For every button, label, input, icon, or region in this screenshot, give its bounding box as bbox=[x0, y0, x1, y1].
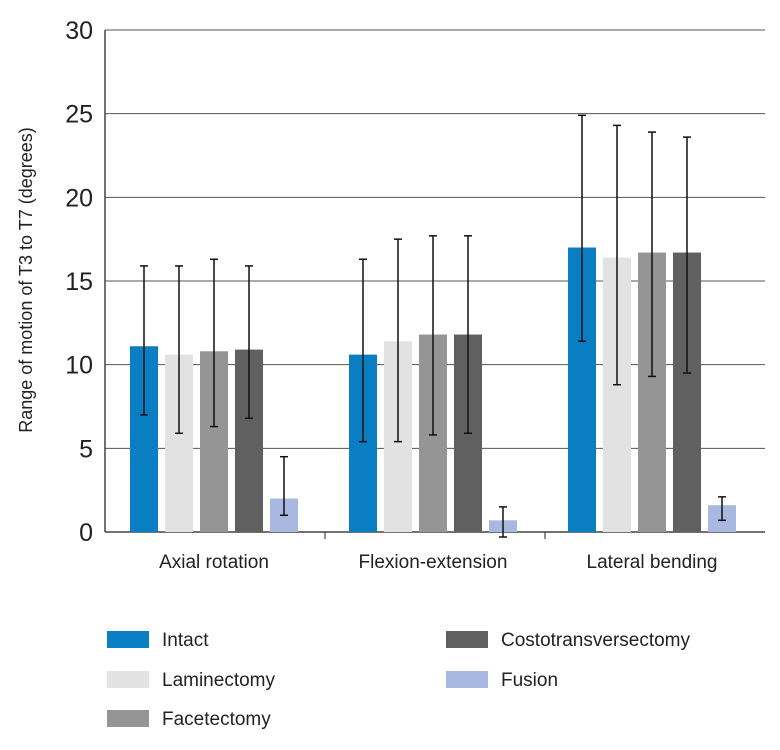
y-tick-label: 25 bbox=[65, 101, 93, 129]
legend-label: Facetectomy bbox=[162, 709, 271, 730]
legend-swatch bbox=[446, 671, 488, 688]
legend-label: Intact bbox=[162, 630, 209, 651]
legend-item-intact: Intact bbox=[107, 630, 209, 651]
error-bars bbox=[140, 114, 726, 538]
category-labels: Axial rotation Flexion-extension Lateral b… bbox=[159, 552, 717, 573]
legend-label: Costotransversectomy bbox=[501, 630, 691, 651]
y-tick-label: 15 bbox=[65, 268, 93, 296]
legend-label: Laminectomy bbox=[162, 670, 275, 691]
legend-swatch bbox=[107, 710, 149, 727]
legend: Intact Laminectomy Facetectomy Costotransve… bbox=[107, 630, 691, 730]
y-tick-label: 5 bbox=[79, 435, 93, 463]
legend-swatch bbox=[446, 631, 488, 648]
category-label: Axial rotation bbox=[159, 552, 269, 573]
y-tick-label: 10 bbox=[65, 352, 93, 380]
legend-item-costotransversectomy: Costotransversectomy bbox=[446, 630, 691, 651]
y-tick-label: 30 bbox=[65, 17, 93, 45]
legend-label: Fusion bbox=[501, 670, 558, 691]
legend-swatch bbox=[107, 631, 149, 648]
category-label: Lateral bending bbox=[587, 552, 718, 573]
y-tick-labels: 0 5 10 15 20 25 30 bbox=[65, 17, 93, 547]
legend-item-laminectomy: Laminectomy bbox=[107, 670, 275, 691]
legend-item-facetectomy: Facetectomy bbox=[107, 709, 271, 730]
legend-item-fusion: Fusion bbox=[446, 670, 558, 691]
y-tick-label: 20 bbox=[65, 184, 93, 212]
legend-swatch bbox=[107, 671, 149, 688]
y-axis-label: Range of motion of T3 to T7 (degrees) bbox=[16, 127, 36, 433]
y-tick-label: 0 bbox=[79, 519, 93, 547]
category-label: Flexion-extension bbox=[359, 552, 508, 573]
